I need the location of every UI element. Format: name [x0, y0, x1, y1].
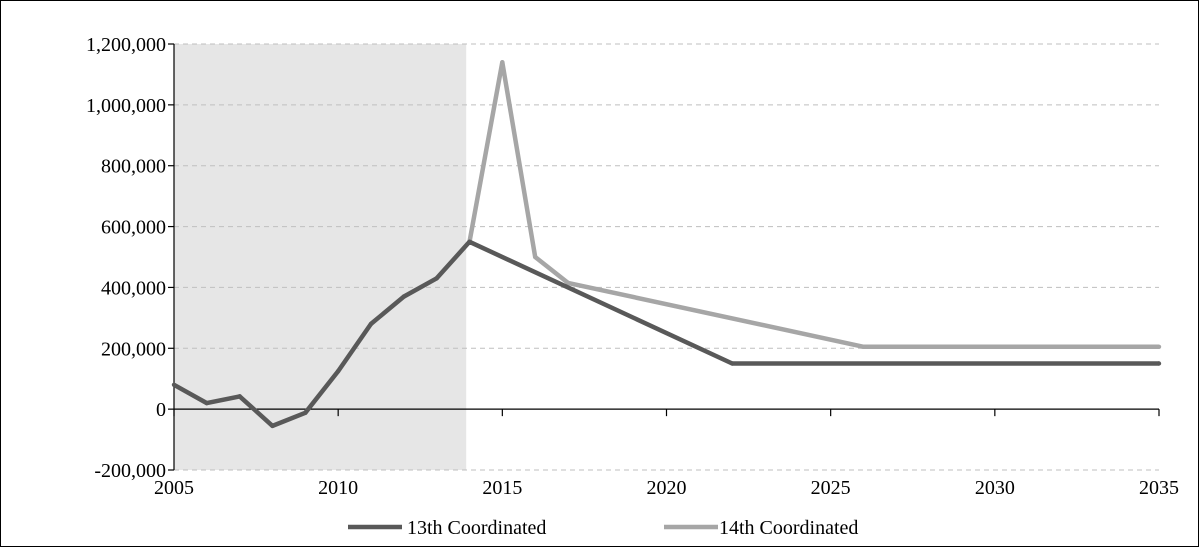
history-shaded-region [174, 44, 467, 470]
y-tick-label-7: 1,200,000 [86, 34, 166, 56]
x-tick-label-6: 2035 [1139, 477, 1179, 499]
series-2-point-2 [532, 254, 538, 260]
series-2-point-5 [1156, 344, 1162, 349]
series-2-point-3 [565, 280, 571, 286]
series-2-point-1 [500, 60, 505, 65]
x-tick-label-3: 2020 [647, 477, 687, 499]
x-tick-label-1: 2010 [318, 477, 358, 499]
series-1-point-3 [270, 423, 275, 429]
x-tick-label-2: 2015 [482, 477, 522, 499]
y-tick-label-0: -200,000 [94, 460, 166, 482]
series-1-point-11 [1156, 361, 1162, 366]
series-1-point-6 [368, 321, 374, 327]
series-2-point-4 [861, 344, 866, 349]
y-tick-label-4: 600,000 [101, 217, 166, 239]
series-1-point-0 [171, 382, 177, 387]
series-1-point-8 [434, 276, 439, 281]
y-tick-label-6: 1,000,000 [86, 95, 166, 117]
series-1-point-7 [401, 294, 407, 299]
series-1-point-4 [303, 410, 308, 415]
y-tick-label-2: 200,000 [101, 338, 166, 360]
series-line-2 [467, 60, 1159, 350]
legend-label-2: 14th Coordinated [719, 517, 858, 539]
x-tick-label-5: 2030 [975, 477, 1015, 499]
series-1-point-10 [729, 361, 735, 366]
y-tick-label-3: 400,000 [101, 277, 166, 299]
series-1-point-2 [237, 394, 242, 399]
legend-label-1: 13th Coordinated [407, 517, 546, 539]
series-1-point-5 [335, 368, 341, 374]
x-tick-label-0: 2005 [154, 477, 194, 499]
y-tick-label-1: 0 [156, 399, 166, 421]
series-line-1 [172, 239, 1159, 429]
y-tick-label-5: 800,000 [101, 156, 166, 178]
series-1-point-1 [204, 400, 210, 406]
x-tick-label-4: 2025 [811, 477, 851, 499]
series-1-point-9 [467, 239, 472, 244]
